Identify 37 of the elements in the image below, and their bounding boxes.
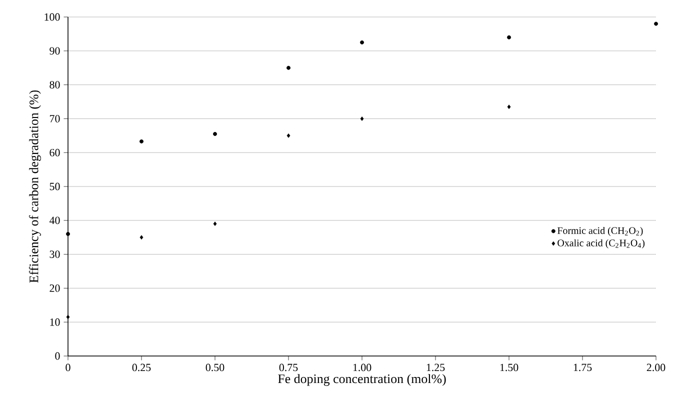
x-tick-label: 0 <box>66 364 70 372</box>
x-tick-label: 1.00 <box>353 364 372 372</box>
y-tick-label: 90 <box>50 47 60 55</box>
y-tick-label: 40 <box>49 216 60 224</box>
point <box>286 133 290 138</box>
point <box>140 235 144 240</box>
y-tick-label: 60 <box>50 148 60 156</box>
x-tick-label: 0.50 <box>206 364 224 372</box>
point <box>66 232 70 236</box>
x-tick-label: 2.00 <box>646 364 666 372</box>
y-tick-label: 30 <box>50 250 60 258</box>
legend-label: Oxalic acid (C$_{2}$H$_{2}$O$_{4}$) <box>558 239 645 248</box>
point <box>654 22 658 26</box>
point <box>213 222 217 226</box>
y-tick-label: 20 <box>50 284 60 292</box>
y-tick-label: 0 <box>55 352 60 360</box>
y-tick-label: 70 <box>50 115 60 122</box>
point <box>213 132 217 136</box>
y-tick-label: 50 <box>50 182 60 190</box>
point <box>360 116 364 121</box>
point <box>507 35 511 40</box>
y-tick-label: 100 <box>44 13 60 21</box>
point <box>360 40 364 44</box>
legend-label: Formic acid (CH$_{2}$O$_{2}$) <box>557 226 643 236</box>
point <box>286 66 290 70</box>
x-tick-label: 1.25 <box>426 364 445 372</box>
x-tick-label: 1.75 <box>574 364 592 372</box>
x-tick-label: 0.25 <box>132 364 151 372</box>
x-tick-label: 1.50 <box>500 364 518 372</box>
point <box>66 314 70 320</box>
x-axis-title: Fe doping concentration (mol%) <box>278 374 446 386</box>
point <box>140 139 144 144</box>
y-axis-title: Efficiency of carbon degradation (%) <box>29 90 41 283</box>
point <box>507 104 511 110</box>
x-tick-label: 0.75 <box>279 364 298 372</box>
y-tick-label: 80 <box>50 81 60 88</box>
y-tick-label: 10 <box>50 318 60 326</box>
